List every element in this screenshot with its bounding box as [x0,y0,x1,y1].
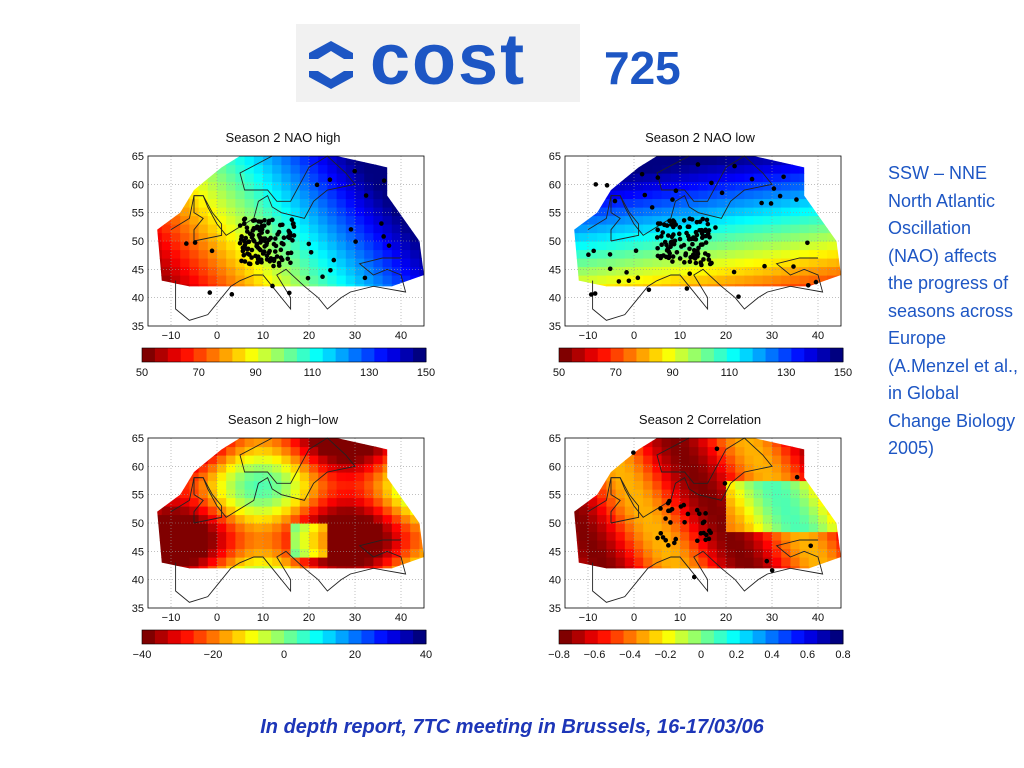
colorbar-tick-label: 0.6 [800,649,815,661]
y-tick-label: 60 [132,179,144,191]
x-tick-label: 30 [349,330,361,342]
x-tick-label: 10 [257,612,269,624]
x-tick-label: −10 [162,330,181,342]
x-tick-label: −10 [162,612,181,624]
y-tick-label: 65 [132,151,144,163]
x-tick-label: 40 [812,330,824,342]
y-tick-label: 45 [132,264,144,276]
colorbar-tick-label: 0.4 [764,649,779,661]
y-tick-label: 35 [549,321,561,333]
side-note: SSW – NNE North Atlantic Oscillation (NA… [888,163,1019,458]
colorbar-tick-label: 110 [721,367,739,379]
y-tick-label: 40 [132,575,144,587]
colorbar-tick-label: 0.8 [835,649,850,661]
y-tick-label: 45 [549,546,561,558]
x-tick-label: 10 [674,612,686,624]
y-tick-label: 45 [132,546,144,558]
colorbar-tick-label: 50 [136,367,148,379]
y-tick-label: 50 [132,518,144,530]
x-tick-label: 20 [720,612,732,624]
x-tick-label: 30 [766,612,778,624]
logo-word: cost [370,20,527,100]
y-tick-label: 55 [549,208,561,220]
y-tick-label: 45 [549,264,561,276]
colorbar-tick-label: 110 [304,367,322,379]
colorbar-tick-label: 90 [249,367,261,379]
colorbar-tick-label: −0.2 [655,649,677,661]
x-tick-label: 0 [214,612,220,624]
colorbar-tick-label: −0.4 [619,649,641,661]
colorbar-tick-label: 20 [349,649,361,661]
y-tick-label: 50 [549,236,561,248]
colorbar-tick-label: 130 [360,367,378,379]
cost-logo [296,24,580,102]
colorbar-tick-label: 90 [666,367,678,379]
x-tick-label: 10 [674,330,686,342]
cost-logo-icon [309,41,353,89]
colorbar-tick-label: 50 [553,367,565,379]
x-tick-label: 30 [349,612,361,624]
y-tick-label: 40 [549,575,561,587]
footer-caption: In depth report, 7TC meeting in Brussels… [260,716,764,738]
y-tick-label: 35 [132,321,144,333]
contour-map: −10 0 10 20 30 40 65 60 55 50 45 40 35 50 70 90 110 130 15… [132,151,435,379]
y-tick-label: 65 [549,433,561,445]
colorbar-tick-label: 0.2 [729,649,744,661]
contour-map: −10 0 10 20 30 40 65 60 55 50 45 40 35 50 70 90 110 130 15… [549,151,852,379]
colorbar-tick-label: 40 [420,649,432,661]
x-tick-label: 20 [720,330,732,342]
y-tick-label: 55 [549,490,561,502]
x-tick-label: −10 [579,612,598,624]
x-tick-label: 40 [812,612,824,624]
colorbar-tick-label: −0.8 [548,649,570,661]
colorbar-tick-label: 0 [698,649,704,661]
y-tick-label: 65 [132,433,144,445]
y-tick-label: 50 [132,236,144,248]
contour-map: −10 0 10 20 30 40 65 60 55 50 45 40 35 −40 −20 0 20 40 [132,433,432,661]
map-panel-correlation: Season 2 Correlation −10 0 10 20 30 40 65 60 55 5… [535,412,865,672]
y-tick-label: 35 [132,603,144,615]
y-tick-label: 60 [132,461,144,473]
colorbar-tick-label: 70 [193,367,205,379]
y-tick-label: 60 [549,461,561,473]
y-tick-label: 50 [549,518,561,530]
panel-title: Season 2 NAO low [645,130,755,145]
colorbar-tick-label: −40 [133,649,152,661]
x-tick-label: 40 [395,612,407,624]
colorbar-tick-label: 0 [281,649,287,661]
panel-title: Season 2 high−low [227,412,339,427]
y-tick-label: 40 [132,293,144,305]
panel-title: Season 2 Correlation [638,412,762,427]
x-tick-label: 0 [631,330,637,342]
map-panel-nao-low: Season 2 NAO low −10 0 10 20 30 40 65 60 55 50 45 4… [535,130,865,390]
y-tick-label: 65 [549,151,561,163]
x-tick-label: 0 [631,612,637,624]
x-tick-label: 30 [766,330,778,342]
colorbar-tick-label: 150 [834,367,852,379]
x-tick-label: 0 [214,330,220,342]
x-tick-label: 20 [303,330,315,342]
x-tick-label: 10 [257,330,269,342]
y-tick-label: 60 [549,179,561,191]
map-panel-nao-high: Season 2 NAO high −10 0 10 20 30 40 65 60 55 50 45… [118,130,448,390]
contour-map: −10 0 10 20 30 40 65 60 55 50 45 40 35 −0.8 −0.6 −0.4 −0… [548,433,851,661]
colorbar-tick-label: 70 [610,367,622,379]
colorbar-tick-label: −0.6 [584,649,606,661]
panel-title: Season 2 NAO high [225,130,341,145]
x-tick-label: −10 [579,330,598,342]
y-tick-label: 55 [132,208,144,220]
y-tick-label: 35 [549,603,561,615]
y-tick-label: 40 [549,293,561,305]
action-number: 725 [604,42,681,94]
colorbar-tick-label: 130 [777,367,795,379]
x-tick-label: 40 [395,330,407,342]
x-tick-label: 20 [303,612,315,624]
y-tick-label: 55 [132,490,144,502]
map-panel-high-low: Season 2 high−low −10 0 10 20 30 40 65 60 55 50 45… [118,412,448,672]
colorbar-tick-label: 150 [417,367,435,379]
colorbar-tick-label: −20 [204,649,223,661]
